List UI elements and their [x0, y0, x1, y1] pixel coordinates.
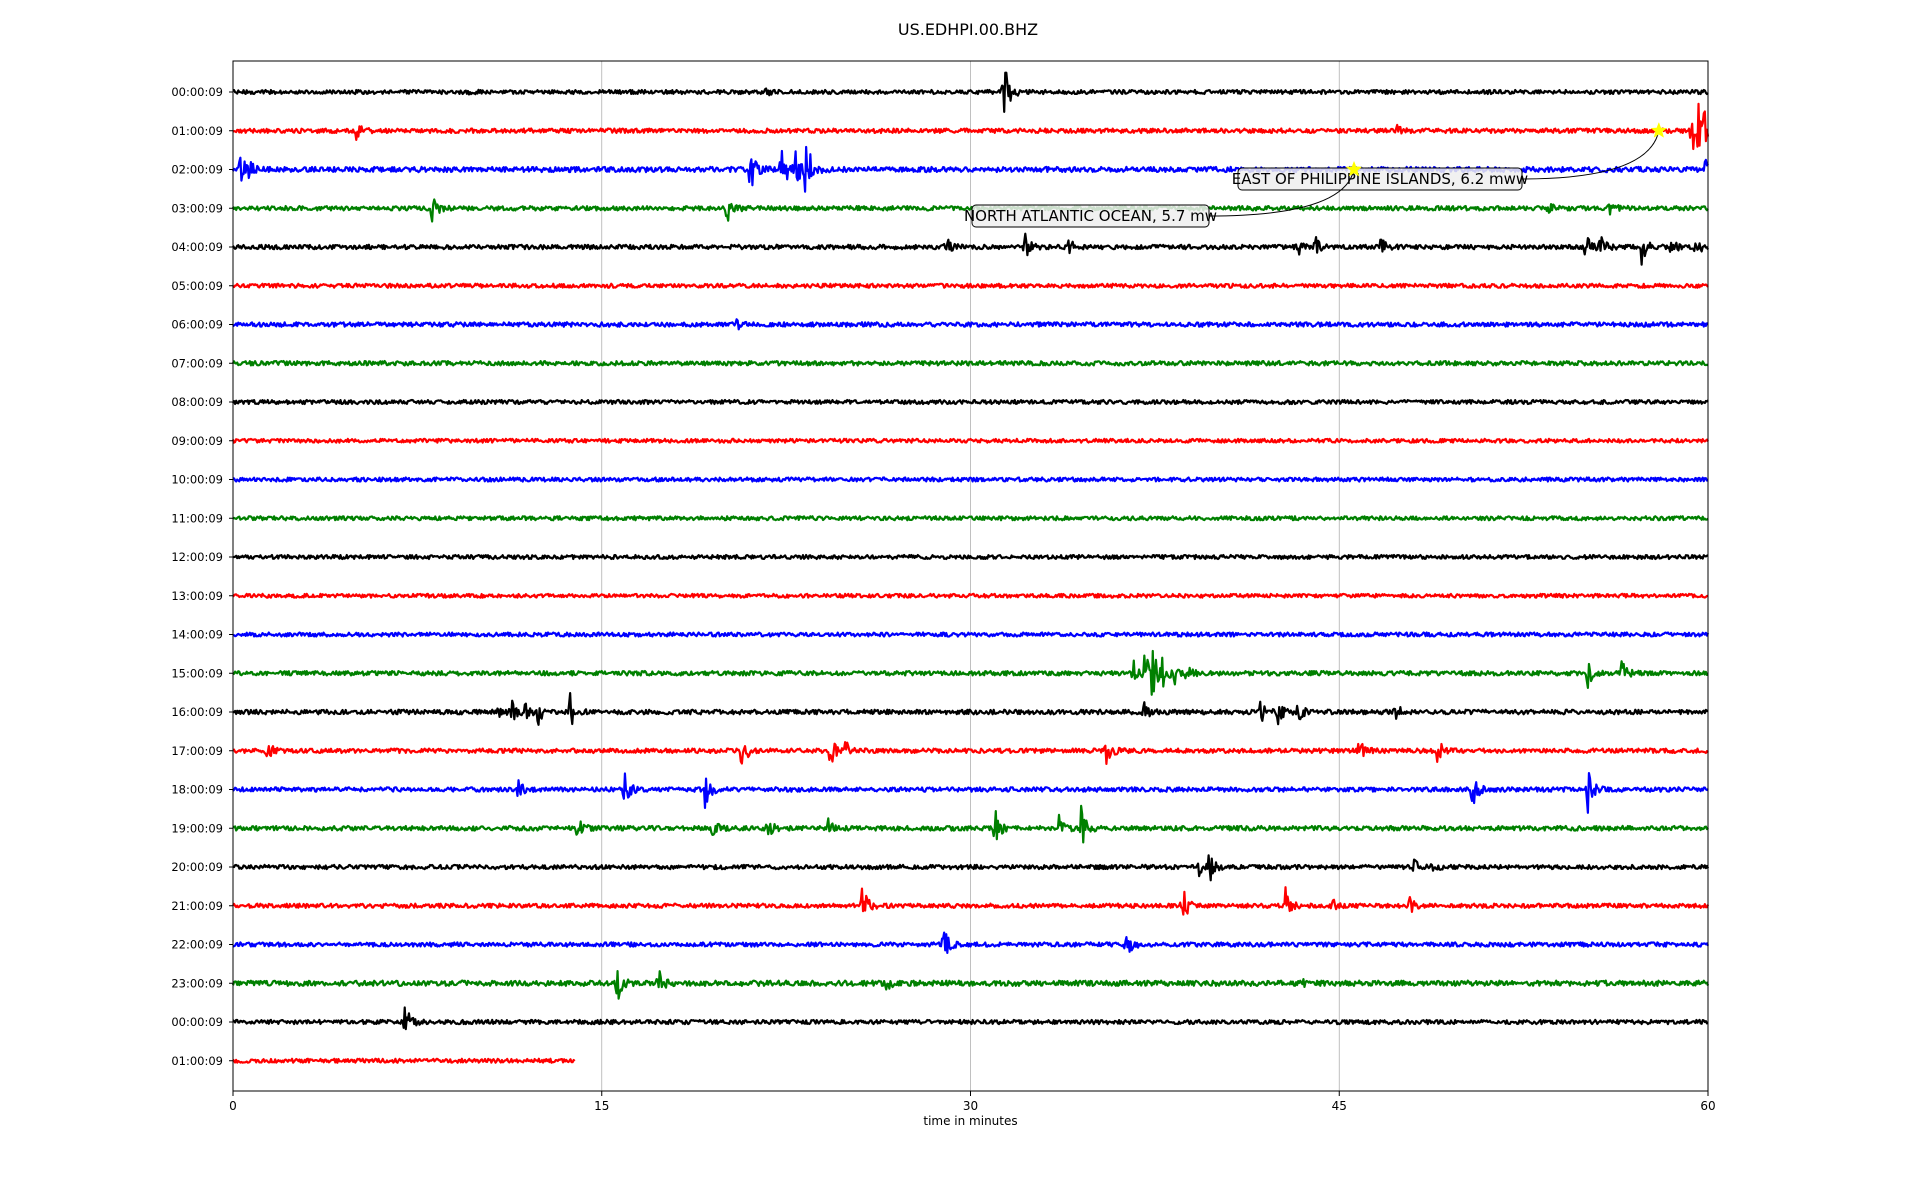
row-time-label: 19:00:09	[171, 821, 223, 835]
trace-row-7	[232, 359, 1709, 367]
row-time-label: 16:00:09	[171, 705, 223, 719]
trace-row-13	[232, 592, 1709, 599]
trace-row-22	[232, 931, 1709, 955]
trace-row-25	[232, 1057, 576, 1064]
trace-row-21	[232, 886, 1710, 916]
trace-row-10	[232, 476, 1709, 483]
x-axis-label: time in minutes	[923, 1114, 1017, 1128]
row-time-label: 12:00:09	[171, 550, 223, 564]
trace-row-5	[232, 282, 1709, 289]
row-time-label: 14:00:09	[171, 628, 223, 642]
row-time-label: 18:00:09	[171, 783, 223, 797]
row-time-label: 00:00:09	[171, 85, 223, 99]
row-time-label: 21:00:09	[171, 899, 223, 913]
traces	[231, 71, 1710, 1064]
row-time-label: 05:00:09	[171, 279, 223, 293]
row-time-label: 11:00:09	[171, 511, 223, 525]
x-tick-label: 15	[594, 1099, 609, 1113]
x-tick-label: 45	[1332, 1099, 1347, 1113]
row-time-label: 02:00:09	[171, 163, 223, 177]
trace-row-18	[232, 772, 1709, 814]
row-time-label: 01:00:09	[171, 124, 223, 138]
trace-row-15	[232, 649, 1709, 696]
row-time-label: 06:00:09	[171, 318, 223, 332]
trace-row-20	[232, 854, 1710, 882]
trace-row-23	[231, 970, 1710, 1000]
event-star-marker	[1345, 160, 1363, 177]
row-time-label: 10:00:09	[171, 473, 223, 487]
row-time-label: 09:00:09	[171, 434, 223, 448]
row-time-label: 07:00:09	[171, 356, 223, 370]
chart-title: US.EDHPI.00.BHZ	[898, 20, 1038, 39]
trace-row-1	[232, 102, 1710, 151]
trace-row-19	[232, 804, 1709, 844]
row-time-label: 08:00:09	[171, 395, 223, 409]
annotation-connector	[1208, 169, 1355, 217]
row-time-label: 22:00:09	[171, 938, 223, 952]
row-time-label: 01:00:09	[171, 1054, 223, 1068]
row-time-label: 17:00:09	[171, 744, 223, 758]
event-star-marker	[1650, 122, 1668, 138]
x-axis-ticks: 0 15 30 45 60	[229, 1091, 1716, 1113]
gridlines	[601, 61, 1340, 1091]
x-tick-label: 30	[963, 1099, 978, 1113]
row-time-label: 13:00:09	[171, 589, 223, 603]
trace-row-17	[232, 741, 1709, 765]
trace-row-24	[232, 1006, 1709, 1031]
trace-row-9	[231, 437, 1709, 444]
trace-row-0	[232, 71, 1709, 113]
trace-row-16	[232, 692, 1709, 726]
annotation-label: NORTH ATLANTIC OCEAN, 5.7 mw	[964, 207, 1217, 225]
annotation-box	[1237, 167, 1523, 191]
annotation-box	[971, 204, 1210, 228]
trace-row-12	[232, 553, 1709, 561]
row-time-label: 20:00:09	[171, 860, 223, 874]
x-tick-label: 60	[1700, 1099, 1715, 1113]
annotation-label: EAST OF PHILIPPINE ISLANDS, 6.2 mww	[1232, 170, 1528, 188]
row-time-label: 00:00:09	[171, 1015, 223, 1029]
row-time-label: 03:00:09	[171, 201, 223, 215]
trace-row-3	[232, 198, 1709, 223]
annotation-connector	[1521, 130, 1660, 180]
trace-row-8	[232, 398, 1709, 406]
trace-row-11	[232, 515, 1709, 522]
row-time-label: 15:00:09	[171, 666, 223, 680]
event-annotations: EAST OF PHILIPPINE ISLANDS, 6.2 mww NORTH…	[964, 122, 1668, 228]
row-time-label: 23:00:09	[171, 976, 223, 990]
row-time-label: 04:00:09	[171, 240, 223, 254]
trace-row-6	[232, 318, 1709, 331]
row-labels: 00:00:09 01:00:09 02:00:09 03:00:09 04:00:09…	[171, 85, 233, 1068]
x-tick-label: 0	[229, 1099, 237, 1113]
trace-row-14	[232, 631, 1710, 638]
trace-row-4	[232, 232, 1709, 266]
